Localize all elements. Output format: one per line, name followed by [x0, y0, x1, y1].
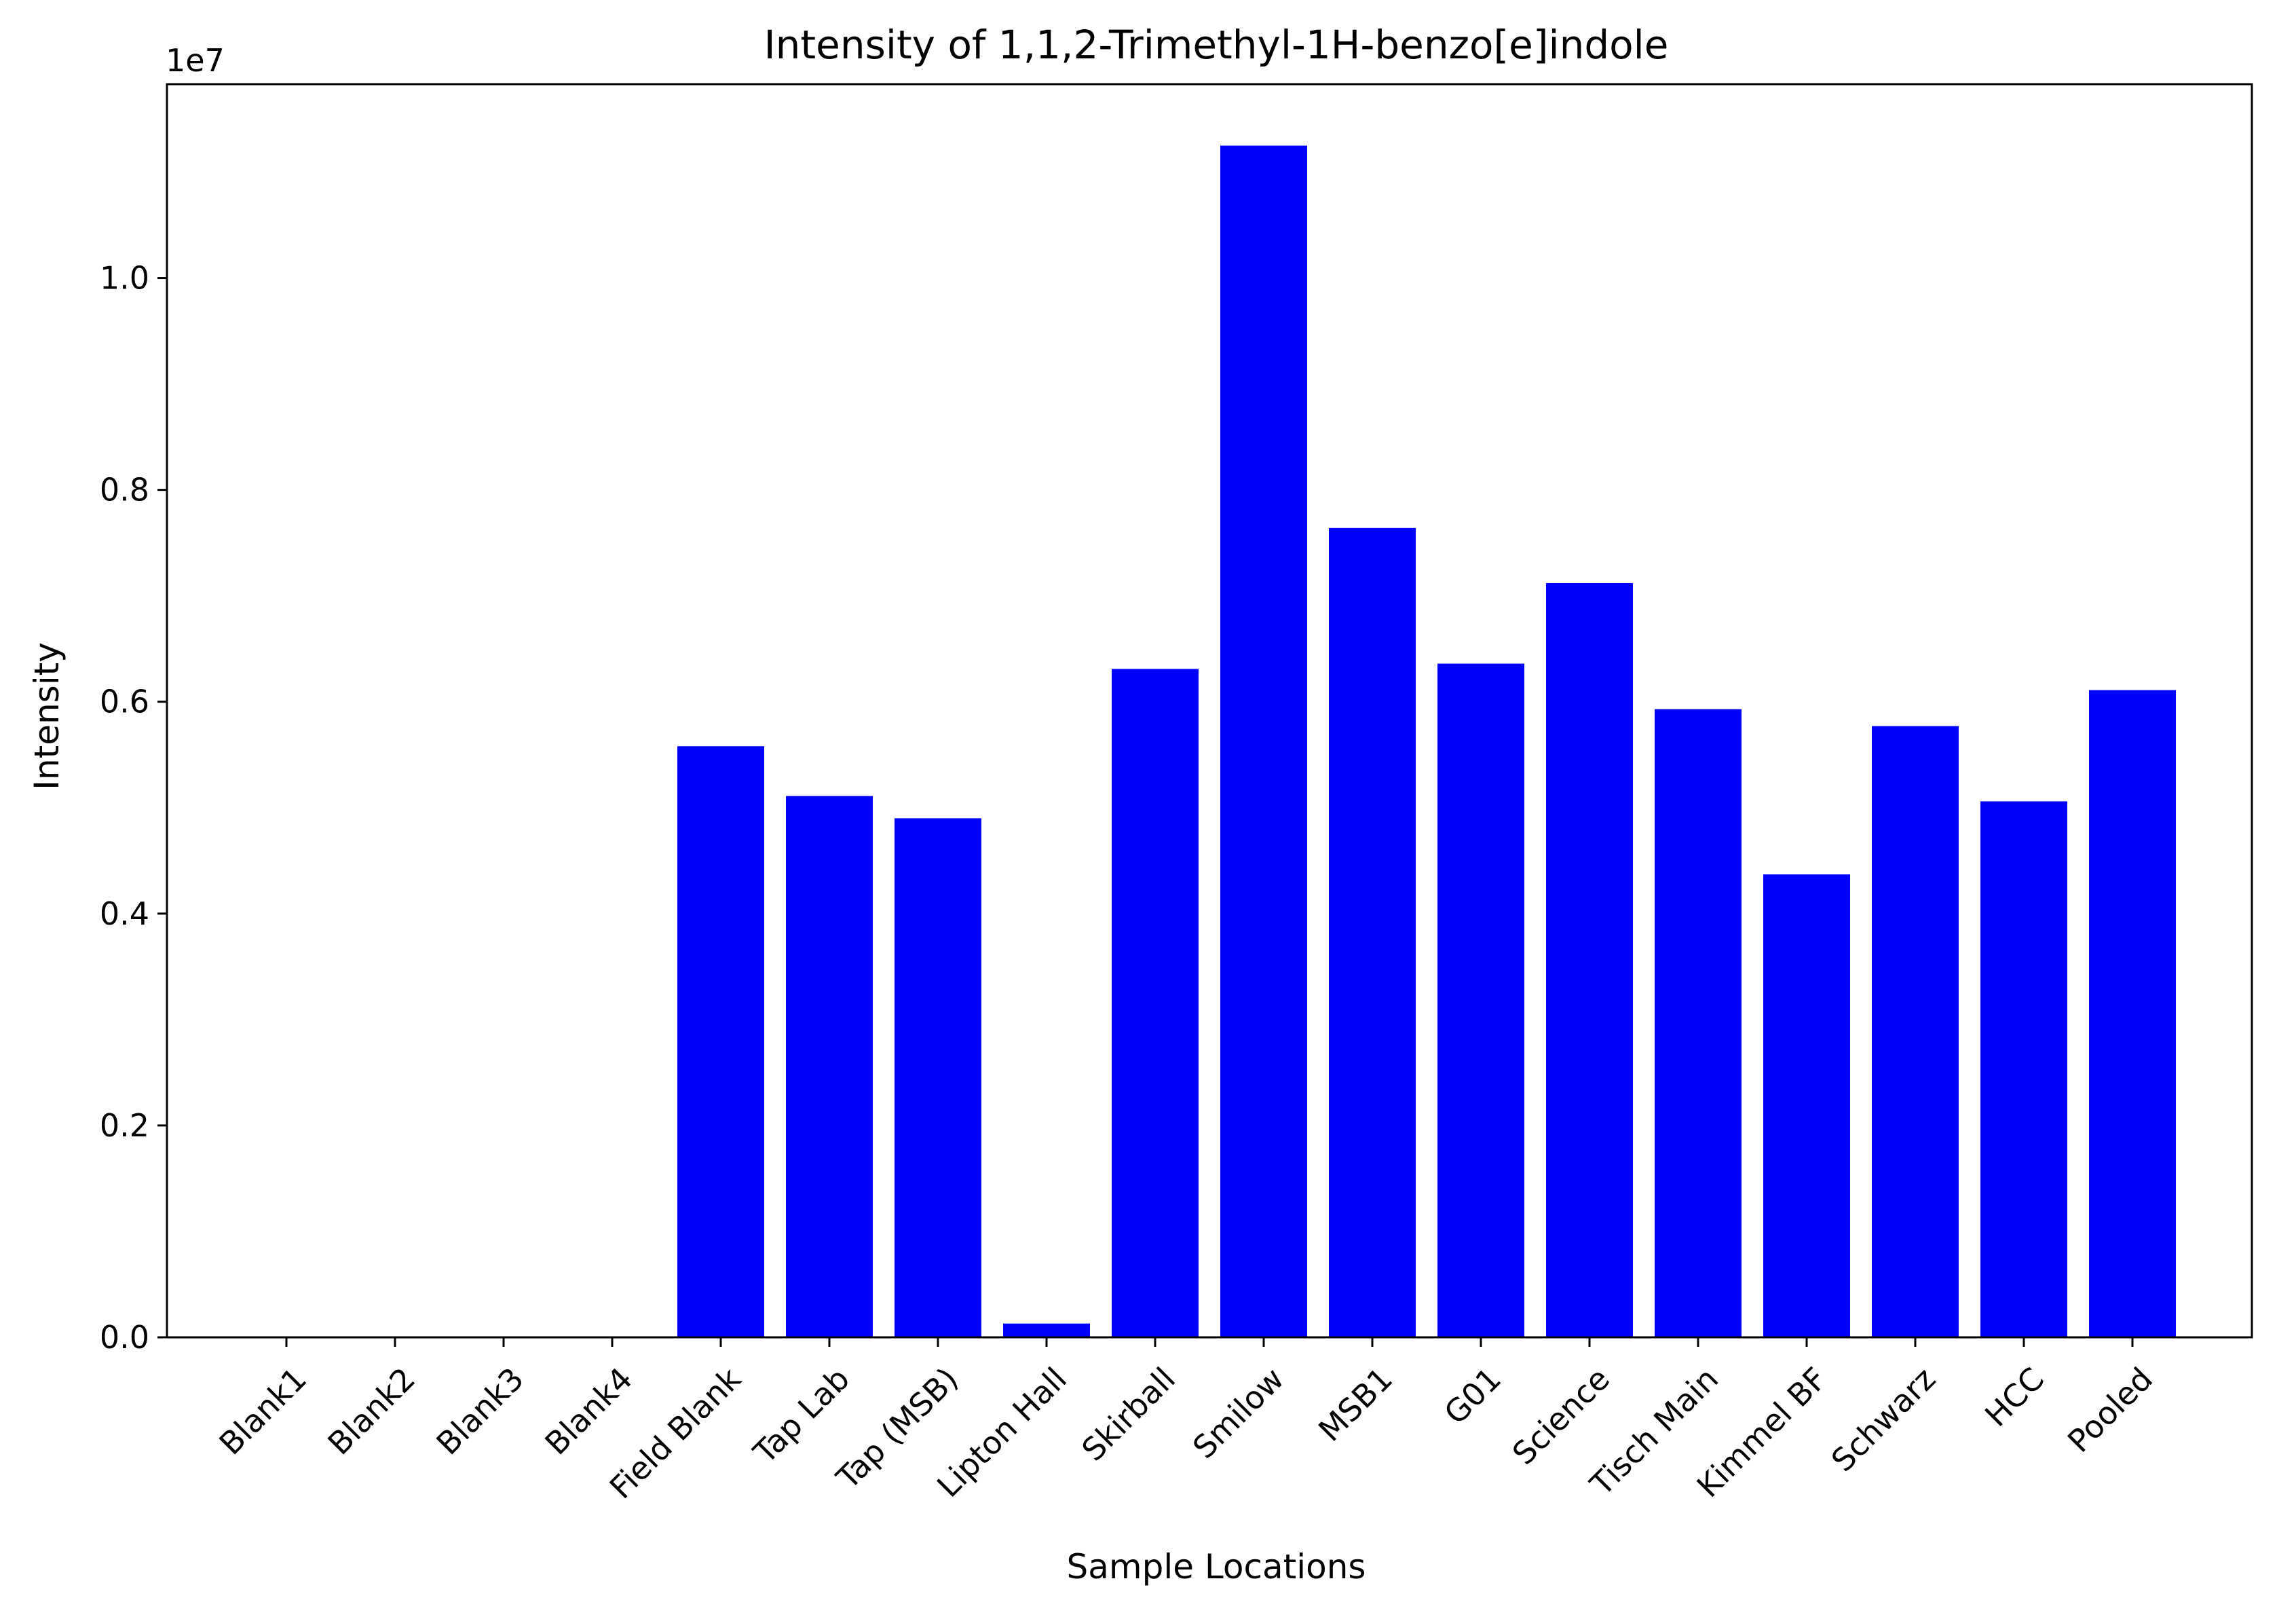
- bar-tisch-main: [1655, 709, 1742, 1337]
- y-axis-ticks: 0.0 0.2 0.4 0.6 0.8 1.0: [100, 260, 167, 1356]
- y-tick-label: 0.4: [100, 895, 149, 932]
- bar-kimmel-bf: [1763, 874, 1850, 1337]
- y-tick-label: 0.0: [100, 1319, 149, 1356]
- bar-tap-msb: [895, 818, 981, 1337]
- bar-schwarz: [1872, 726, 1959, 1337]
- bar-science: [1546, 582, 1633, 1337]
- bars-layer: [677, 145, 2176, 1337]
- y-axis-offset-label: 1e7: [166, 42, 225, 79]
- y-tick-label: 0.2: [100, 1107, 149, 1144]
- y-tick-label: 1.0: [100, 260, 149, 297]
- bar-hcc: [1980, 801, 2067, 1337]
- y-tick-label: 0.8: [100, 472, 149, 508]
- plot-area-frame: [166, 83, 2253, 1339]
- y-axis-label: Intensity: [27, 642, 67, 790]
- bar-field-blank: [677, 746, 764, 1337]
- bar-tap-lab: [786, 796, 873, 1337]
- chart-title: Intensity of 1,1,2-Trimethyl-1H-benzo[e]…: [764, 22, 1669, 68]
- bar-pooled: [2089, 690, 2176, 1337]
- bar-g01: [1437, 663, 1524, 1337]
- x-axis-label: Sample Locations: [1067, 1547, 1366, 1586]
- bar-smilow: [1220, 145, 1307, 1337]
- bar-lipton-hall: [1003, 1323, 1090, 1337]
- bar-skirball: [1112, 669, 1199, 1337]
- y-tick-label: 0.6: [100, 684, 149, 720]
- bar-msb1: [1329, 527, 1416, 1337]
